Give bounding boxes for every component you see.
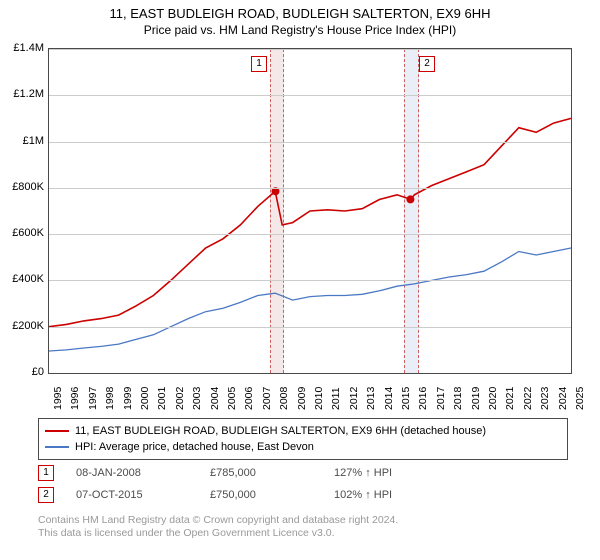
event-date-2: 07-OCT-2015 [76, 489, 196, 501]
x-tick-label: 2010 [313, 387, 325, 410]
y-tick-label: £0 [0, 366, 44, 378]
x-tick-label: 1995 [52, 387, 64, 410]
x-tick-label: 2011 [330, 387, 342, 410]
x-tick-label: 2018 [452, 387, 464, 410]
event-price-1: £785,000 [210, 467, 320, 479]
x-tick-label: 1997 [87, 387, 99, 410]
x-tick-label: 1999 [122, 387, 134, 410]
x-tick-label: 2005 [226, 387, 238, 410]
x-tick-label: 2019 [470, 387, 482, 410]
x-tick-label: 2013 [365, 387, 377, 410]
x-tick-label: 2017 [435, 387, 447, 410]
titles: 11, EAST BUDLEIGH ROAD, BUDLEIGH SALTERT… [0, 0, 600, 37]
event-date-1: 08-JAN-2008 [76, 467, 196, 479]
x-tick-label: 2002 [174, 387, 186, 410]
x-tick-label: 2015 [400, 387, 412, 410]
event-price-2: £750,000 [210, 489, 320, 501]
y-tick-label: £200K [0, 320, 44, 332]
legend-label-1: 11, EAST BUDLEIGH ROAD, BUDLEIGH SALTERT… [75, 425, 486, 437]
band-label-1: 1 [251, 56, 267, 72]
footer: Contains HM Land Registry data © Crown c… [38, 514, 568, 540]
gridline [49, 142, 571, 143]
gridline [49, 280, 571, 281]
x-tick-label: 2003 [191, 387, 203, 410]
plot-area [48, 48, 572, 374]
x-tick-label: 1998 [104, 387, 116, 410]
y-tick-label: £1M [0, 135, 44, 147]
x-tick-label: 2000 [139, 387, 151, 410]
gridline [49, 234, 571, 235]
legend-swatch-1 [45, 430, 69, 432]
event-delta-1: 127% ↑ HPI [334, 467, 454, 479]
x-tick-label: 2022 [522, 387, 534, 410]
y-tick-label: £1.2M [0, 88, 44, 100]
event-marker-2: 2 [38, 487, 54, 503]
y-tick-label: £800K [0, 181, 44, 193]
y-tick-label: £600K [0, 227, 44, 239]
x-tick-label: 2001 [156, 387, 168, 410]
title-subtitle: Price paid vs. HM Land Registry's House … [0, 21, 600, 37]
events-table: 1 08-JAN-2008 £785,000 127% ↑ HPI 2 07-O… [38, 462, 568, 506]
band-label-2: 2 [419, 56, 435, 72]
title-address: 11, EAST BUDLEIGH ROAD, BUDLEIGH SALTERT… [0, 6, 600, 21]
event-marker-1: 1 [38, 465, 54, 481]
line-series-svg [49, 49, 571, 373]
x-tick-label: 2016 [417, 387, 429, 410]
x-tick-label: 2009 [296, 387, 308, 410]
price-marker-2 [406, 195, 414, 203]
footer-line-1: Contains HM Land Registry data © Crown c… [38, 514, 568, 527]
event-row-1: 1 08-JAN-2008 £785,000 127% ↑ HPI [38, 462, 568, 484]
legend-swatch-2 [45, 446, 69, 448]
y-tick-label: £1.4M [0, 42, 44, 54]
legend-row-2: HPI: Average price, detached house, East… [45, 439, 561, 455]
y-tick-label: £400K [0, 273, 44, 285]
series-line [49, 118, 571, 326]
gridline [49, 49, 571, 50]
event-row-2: 2 07-OCT-2015 £750,000 102% ↑ HPI [38, 484, 568, 506]
x-tick-label: 2025 [574, 387, 586, 410]
legend-row-1: 11, EAST BUDLEIGH ROAD, BUDLEIGH SALTERT… [45, 423, 561, 439]
gridline [49, 327, 571, 328]
x-tick-label: 2014 [383, 387, 395, 410]
event-delta-2: 102% ↑ HPI [334, 489, 454, 501]
x-tick-label: 2020 [487, 387, 499, 410]
series-line [49, 248, 571, 351]
gridline [49, 95, 571, 96]
x-tick-label: 2004 [209, 387, 221, 410]
chart-figure: 11, EAST BUDLEIGH ROAD, BUDLEIGH SALTERT… [0, 0, 600, 560]
x-tick-label: 2007 [261, 387, 273, 410]
x-tick-label: 2021 [504, 387, 516, 410]
x-tick-label: 2008 [278, 387, 290, 410]
legend: 11, EAST BUDLEIGH ROAD, BUDLEIGH SALTERT… [38, 418, 568, 460]
x-tick-label: 1996 [69, 387, 81, 410]
x-tick-label: 2006 [243, 387, 255, 410]
footer-line-2: This data is licensed under the Open Gov… [38, 527, 568, 540]
legend-label-2: HPI: Average price, detached house, East… [75, 441, 314, 453]
x-tick-label: 2024 [557, 387, 569, 410]
gridline [49, 188, 571, 189]
x-tick-label: 2023 [539, 387, 551, 410]
x-tick-label: 2012 [348, 387, 360, 410]
